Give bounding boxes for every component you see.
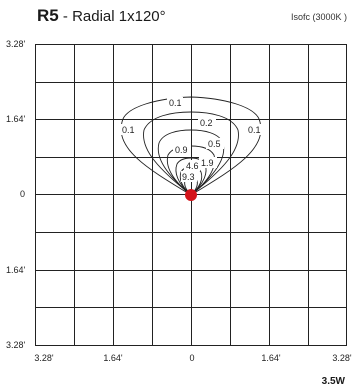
contour-label: 0.9 — [175, 145, 188, 155]
x-tick-label: 1.64' — [103, 353, 123, 363]
contour-0.1 — [120, 96, 262, 196]
y-tick-label: 3.28' — [6, 39, 26, 49]
contour-labels: 0.1 0.1 0.1 0.2 0.5 0.9 1.9 4.6 9.3 — [120, 97, 262, 182]
title-separator: - — [58, 8, 73, 25]
y-tick-label: 0 — [20, 189, 26, 199]
contour-label: 0.1 — [122, 125, 135, 135]
y-tick-label: 1.64' — [6, 265, 26, 275]
grid — [35, 44, 347, 346]
diagram-title: R5 - Radial 1x120° — [37, 6, 166, 26]
x-tick-label: 1.64' — [261, 353, 281, 363]
contour-label: 4.6 — [186, 161, 199, 171]
contour-0.5 — [157, 129, 225, 196]
x-tick-label: 3.28' — [34, 353, 54, 363]
y-tick-label: 1.64' — [6, 114, 26, 124]
contour-0.2 — [143, 111, 239, 196]
x-tick-label: 3.28' — [332, 353, 352, 363]
light-source-marker — [185, 189, 197, 201]
contour-label: 0.1 — [248, 125, 261, 135]
x-tick-label: 0 — [189, 353, 195, 363]
wattage-label: 3.5W — [321, 376, 345, 387]
y-tick-label: 3.28' — [6, 340, 26, 350]
contour-label: 0.2 — [200, 118, 213, 128]
contour-1.9 — [175, 157, 207, 196]
contour-label: 0.1 — [169, 98, 182, 108]
contour-label: 0.5 — [208, 139, 221, 149]
subtitle: Isofc (3000K ) — [290, 12, 347, 22]
title-text: Radial 1x120° — [72, 8, 166, 25]
contour-label: 1.9 — [201, 158, 214, 168]
contour-label: 9.3 — [182, 172, 195, 182]
fixture-code: R5 — [37, 6, 59, 25]
